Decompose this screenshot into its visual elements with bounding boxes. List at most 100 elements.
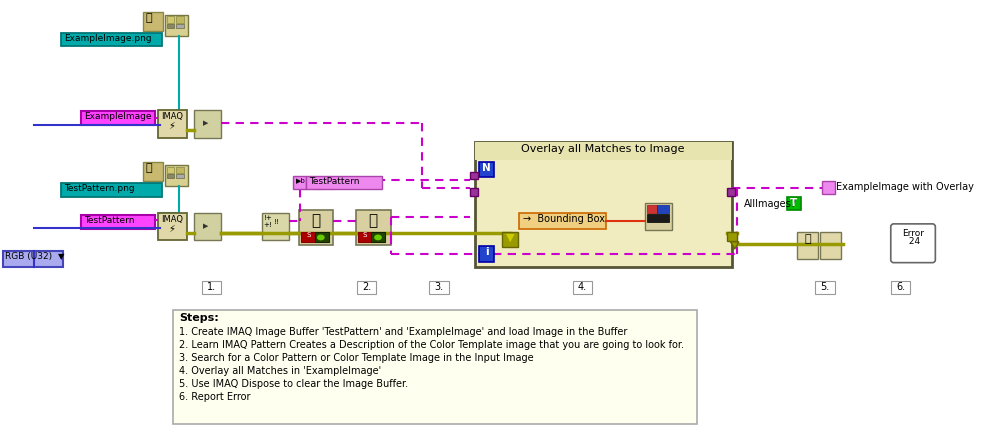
FancyBboxPatch shape xyxy=(197,114,206,122)
FancyBboxPatch shape xyxy=(475,143,732,267)
FancyBboxPatch shape xyxy=(298,210,333,245)
FancyBboxPatch shape xyxy=(470,172,478,179)
Text: 6.: 6. xyxy=(896,282,905,292)
FancyBboxPatch shape xyxy=(470,188,478,196)
FancyBboxPatch shape xyxy=(645,202,672,230)
FancyBboxPatch shape xyxy=(61,33,162,47)
Text: S: S xyxy=(306,231,310,238)
Text: TestPattern: TestPattern xyxy=(84,216,135,225)
Text: 2.: 2. xyxy=(361,282,371,292)
FancyBboxPatch shape xyxy=(820,231,841,259)
Text: 4.: 4. xyxy=(578,282,587,292)
Text: ▶b: ▶b xyxy=(295,177,305,183)
FancyBboxPatch shape xyxy=(357,231,371,242)
Text: IMAQ: IMAQ xyxy=(162,215,184,224)
Text: ExampleImage.png: ExampleImage.png xyxy=(64,34,152,43)
Ellipse shape xyxy=(317,235,324,240)
FancyBboxPatch shape xyxy=(787,197,800,210)
FancyBboxPatch shape xyxy=(815,281,834,293)
Text: 5. Use IMAQ Dispose to clear the Image Buffer.: 5. Use IMAQ Dispose to clear the Image B… xyxy=(180,379,408,389)
Text: i: i xyxy=(485,247,488,257)
Text: Error: Error xyxy=(902,229,924,238)
Text: →  Bounding Box: → Bounding Box xyxy=(523,214,606,224)
Text: ExampleImage with Overlay: ExampleImage with Overlay xyxy=(835,182,973,192)
Text: 3. Search for a Color Pattern or Color Template Image in the Input Image: 3. Search for a Color Pattern or Color T… xyxy=(180,353,534,363)
FancyBboxPatch shape xyxy=(177,16,185,23)
Text: 2. Learn IMAQ Pattern Creates a Description of the Color Template image that you: 2. Learn IMAQ Pattern Creates a Descript… xyxy=(180,340,685,350)
Text: !!: !! xyxy=(274,219,280,225)
FancyBboxPatch shape xyxy=(144,11,163,31)
FancyBboxPatch shape xyxy=(355,210,390,245)
Text: 6. Report Error: 6. Report Error xyxy=(180,392,250,402)
Text: ⚡: ⚡ xyxy=(169,224,176,234)
FancyBboxPatch shape xyxy=(173,310,697,424)
FancyBboxPatch shape xyxy=(167,174,175,178)
FancyBboxPatch shape xyxy=(261,213,288,240)
Text: !+: !+ xyxy=(263,215,272,221)
FancyBboxPatch shape xyxy=(822,181,834,194)
FancyBboxPatch shape xyxy=(177,174,185,178)
FancyBboxPatch shape xyxy=(356,281,376,293)
FancyBboxPatch shape xyxy=(165,165,188,186)
FancyBboxPatch shape xyxy=(519,213,606,229)
Text: TestPattern: TestPattern xyxy=(309,177,359,187)
FancyBboxPatch shape xyxy=(82,111,155,125)
FancyBboxPatch shape xyxy=(177,167,185,173)
FancyBboxPatch shape xyxy=(167,16,175,23)
FancyBboxPatch shape xyxy=(727,188,735,196)
FancyBboxPatch shape xyxy=(197,123,206,129)
Text: AllImages?: AllImages? xyxy=(744,199,796,209)
FancyBboxPatch shape xyxy=(475,143,732,160)
Text: 🔍: 🔍 xyxy=(368,213,377,228)
Text: +!: +! xyxy=(263,222,272,228)
Text: 1.: 1. xyxy=(207,282,216,292)
Text: S: S xyxy=(362,231,366,238)
Text: N: N xyxy=(482,163,491,173)
Text: 📁: 📁 xyxy=(146,13,152,22)
Text: 4. Overlay all Matches in 'ExampleImage': 4. Overlay all Matches in 'ExampleImage' xyxy=(180,366,381,376)
FancyBboxPatch shape xyxy=(479,246,494,262)
Text: ⚡: ⚡ xyxy=(169,121,176,131)
FancyBboxPatch shape xyxy=(301,231,315,242)
FancyBboxPatch shape xyxy=(202,281,221,293)
FancyBboxPatch shape xyxy=(211,220,219,228)
FancyBboxPatch shape xyxy=(479,162,494,177)
FancyBboxPatch shape xyxy=(727,231,737,241)
FancyBboxPatch shape xyxy=(292,176,306,189)
Ellipse shape xyxy=(374,235,382,240)
FancyBboxPatch shape xyxy=(211,117,219,125)
FancyBboxPatch shape xyxy=(648,214,669,222)
Text: 3.: 3. xyxy=(434,282,444,292)
FancyBboxPatch shape xyxy=(306,176,382,189)
Text: 🎓: 🎓 xyxy=(311,213,320,228)
Text: ▶: ▶ xyxy=(203,223,209,229)
Text: RGB (U32): RGB (U32) xyxy=(5,252,52,261)
Text: ▶: ▶ xyxy=(203,120,209,126)
FancyBboxPatch shape xyxy=(197,226,206,231)
Text: ▼: ▼ xyxy=(58,252,65,261)
FancyBboxPatch shape xyxy=(165,15,188,36)
FancyBboxPatch shape xyxy=(796,231,818,259)
Text: 📁: 📁 xyxy=(146,163,152,173)
FancyBboxPatch shape xyxy=(197,216,206,225)
Text: TestPattern.png: TestPattern.png xyxy=(64,184,135,193)
FancyBboxPatch shape xyxy=(158,110,187,138)
FancyBboxPatch shape xyxy=(648,205,657,213)
FancyBboxPatch shape xyxy=(891,224,935,263)
Text: 1. Create IMAQ Image Buffer 'TestPattern' and 'ExampleImage' and load Image in t: 1. Create IMAQ Image Buffer 'TestPattern… xyxy=(180,326,628,337)
FancyBboxPatch shape xyxy=(167,24,175,28)
FancyBboxPatch shape xyxy=(194,110,221,138)
FancyBboxPatch shape xyxy=(144,162,163,181)
Text: ▼: ▼ xyxy=(506,233,514,242)
FancyBboxPatch shape xyxy=(82,215,155,229)
Text: IMAQ: IMAQ xyxy=(162,112,184,121)
FancyBboxPatch shape xyxy=(3,251,63,267)
FancyBboxPatch shape xyxy=(315,231,328,242)
Text: ExampleImage: ExampleImage xyxy=(84,112,152,121)
FancyBboxPatch shape xyxy=(194,213,221,240)
FancyBboxPatch shape xyxy=(429,281,449,293)
FancyBboxPatch shape xyxy=(657,205,669,213)
FancyBboxPatch shape xyxy=(61,183,162,197)
FancyBboxPatch shape xyxy=(573,281,592,293)
Text: Overlay all Matches to Image: Overlay all Matches to Image xyxy=(521,144,685,154)
